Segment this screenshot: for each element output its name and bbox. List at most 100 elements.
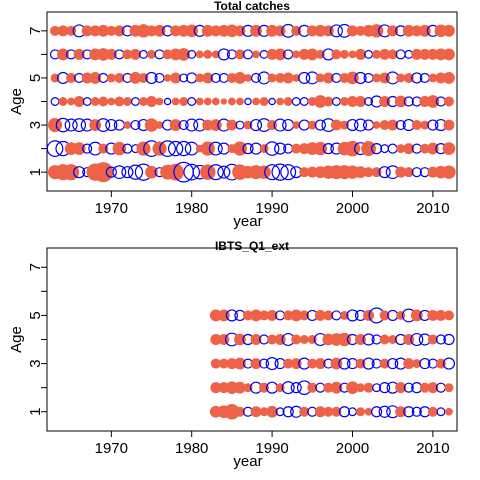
bubble-positive: [252, 50, 260, 59]
bubble-positive: [232, 141, 248, 156]
bubble-positive: [266, 48, 278, 60]
bubble-negative: [210, 72, 221, 84]
bubble-negative: [265, 357, 279, 371]
bubble-positive: [292, 121, 301, 129]
bubble-positive: [403, 167, 414, 178]
bubble-negative: [411, 167, 422, 178]
bubble-positive: [259, 407, 269, 417]
bubble-positive: [331, 406, 342, 417]
bubble-positive: [250, 334, 262, 345]
bubble-positive: [411, 120, 422, 131]
bubble-positive: [420, 120, 430, 130]
bubble-negative: [346, 309, 359, 322]
bubble-negative: [225, 309, 238, 322]
y-tick-label: 5: [27, 311, 44, 319]
bubble-negative: [185, 118, 199, 132]
bubble-positive: [354, 166, 367, 179]
bubble-positive: [442, 165, 456, 179]
bubble-positive: [170, 25, 182, 37]
panel-1: Total catches 1970 1980 1990 2000 2010 1 3 5 7 yea…: [8, 0, 458, 230]
bubble-positive: [331, 49, 342, 60]
bubble-negative: [282, 406, 294, 418]
bubble-positive: [402, 24, 415, 37]
bubble-negative: [145, 71, 158, 85]
bubble-positive: [291, 143, 302, 154]
bubble-positive: [314, 309, 326, 321]
x-tick-label: 2010: [416, 200, 449, 217]
bubble-positive: [144, 118, 159, 132]
bubble-positive: [299, 335, 309, 344]
bubble-negative: [258, 358, 270, 369]
bubble-positive: [179, 97, 189, 106]
bubble-negative: [187, 49, 197, 59]
bubble-negative: [331, 97, 341, 106]
bubble-positive: [443, 310, 454, 321]
bubble-positive: [426, 142, 439, 155]
bubble-positive: [403, 143, 415, 155]
bubble-negative: [273, 118, 287, 132]
panel-2: IBTS_Q1_ext 1970 1980 1990 2000 2010 1 3 5 7 year A…: [8, 239, 458, 470]
bubble-negative: [274, 142, 287, 155]
bubble-positive: [98, 96, 109, 107]
bubble-positive: [355, 25, 366, 36]
bubble-positive: [443, 72, 455, 84]
bubble-negative: [105, 118, 118, 132]
bubble-negative: [55, 117, 71, 133]
bubble-negative: [281, 381, 295, 395]
bubble-negative: [130, 97, 140, 106]
bubble-positive: [313, 141, 328, 156]
bubble-negative: [186, 72, 198, 84]
bubble-positive: [50, 25, 61, 36]
bubble-positive: [211, 97, 220, 106]
bubble-positive: [323, 96, 334, 107]
y-tick-label: 7: [27, 263, 44, 271]
x-tick-label: 1970: [95, 440, 128, 457]
bubble-positive: [323, 382, 334, 393]
bubble-positive: [347, 96, 358, 107]
bubble-positive: [266, 405, 279, 418]
bubble-positive: [283, 358, 294, 369]
bubble-negative: [217, 48, 230, 61]
bubble-negative: [72, 118, 87, 132]
bubble-positive: [195, 97, 204, 106]
bubble-negative: [291, 97, 301, 106]
bubble-positive: [155, 97, 164, 106]
bubble-positive: [379, 358, 390, 369]
bubble-positive: [330, 119, 342, 131]
bubble-negative: [207, 164, 224, 181]
bubble-positive: [224, 403, 240, 420]
bubble-positive: [412, 359, 422, 369]
bubble-positive: [177, 48, 190, 61]
bubble-positive: [363, 309, 375, 321]
bubble-negative: [419, 357, 431, 370]
bubble-positive: [419, 382, 430, 393]
bubble-positive: [266, 24, 279, 37]
bubble-positive: [292, 50, 301, 59]
bubble-positive: [218, 334, 230, 345]
bubble-positive: [89, 119, 102, 131]
bubble-positive: [218, 358, 229, 369]
bubble-positive: [244, 74, 252, 82]
bubble-positive: [330, 381, 343, 394]
bubble-positive: [356, 407, 365, 417]
x-tick-label: 2000: [336, 200, 369, 217]
bubble-positive: [290, 309, 303, 322]
bubble-negative: [364, 97, 374, 106]
bubble-negative: [112, 165, 127, 180]
bubble-negative: [178, 119, 189, 131]
bubble-positive: [427, 309, 439, 321]
bubble-positive: [314, 95, 327, 108]
bubble-negative: [362, 333, 375, 346]
bubble-positive: [234, 381, 246, 394]
bubble-positive: [427, 334, 438, 345]
y-axis-label: Age: [8, 88, 25, 115]
bubble-negative: [387, 357, 399, 370]
bubble-positive: [307, 358, 318, 369]
y-tick-label: 1: [27, 168, 44, 176]
bubble-negative: [298, 71, 311, 85]
bubble-positive: [347, 25, 358, 37]
bubble-positive: [339, 120, 349, 130]
bubble-positive: [234, 49, 245, 60]
bubble-positive: [306, 25, 318, 37]
